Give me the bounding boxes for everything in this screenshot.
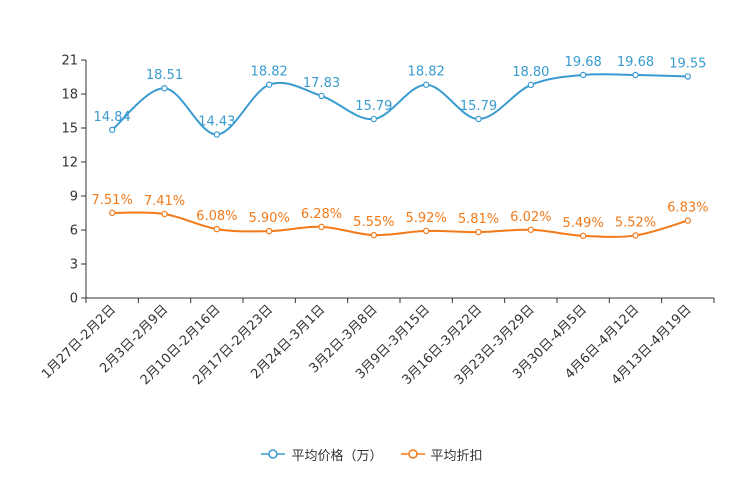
- discount-data-label: 5.90%: [249, 211, 290, 226]
- discount-data-label: 6.83%: [667, 201, 708, 216]
- discount-point[interactable]: [318, 223, 325, 231]
- y-tick-label: 0: [70, 292, 78, 307]
- price-data-label: 18.82: [408, 65, 445, 80]
- price-point[interactable]: [475, 115, 482, 123]
- discount-point[interactable]: [108, 209, 116, 217]
- y-tick-label: 12: [61, 156, 78, 171]
- discount-point[interactable]: [161, 210, 168, 218]
- price-point[interactable]: [318, 92, 325, 100]
- series-labels: 14.84 18.51 14.43 18.82 17.83 15.79 18.82 15.79…: [92, 55, 709, 231]
- y-tick-label: 3: [70, 258, 78, 273]
- discount-point[interactable]: [632, 232, 639, 239]
- price-data-label: 15.79: [460, 99, 497, 114]
- price-point[interactable]: [684, 73, 692, 80]
- legend-label-price: 平均价格（万）: [291, 448, 383, 464]
- discount-data-label: 5.52%: [615, 215, 656, 230]
- price-data-label: 18.80: [512, 65, 549, 80]
- y-tick-label: 15: [61, 122, 78, 137]
- discount-point[interactable]: [579, 232, 587, 239]
- legend: 平均价格（万） 平均折扣: [0, 444, 744, 464]
- price-data-label: 19.68: [617, 55, 654, 70]
- discount-data-label: 7.41%: [144, 194, 185, 209]
- discount-point[interactable]: [475, 228, 482, 236]
- price-data-label: 14.43: [198, 114, 235, 129]
- price-point[interactable]: [213, 131, 221, 138]
- discount-data-label: 5.55%: [353, 215, 394, 230]
- price-data-label: 18.82: [251, 65, 288, 80]
- y-tick-label: 6: [70, 224, 78, 239]
- price-point[interactable]: [527, 81, 535, 89]
- discount-line: [112, 211, 689, 238]
- legend-item-discount[interactable]: 平均折扣: [400, 444, 483, 464]
- discount-point[interactable]: [527, 226, 535, 233]
- discount-data-label: 6.28%: [301, 207, 342, 222]
- discount-data-label: 5.92%: [406, 211, 447, 226]
- y-tick-label: 9: [70, 190, 78, 205]
- discount-data-label: 7.51%: [92, 193, 133, 208]
- y-tick-label: 18: [61, 88, 78, 103]
- discount-data-label: 5.49%: [563, 216, 604, 231]
- discount-data-label: 6.08%: [196, 209, 237, 224]
- discount-point[interactable]: [684, 217, 692, 224]
- y-tick-label: 21: [61, 54, 78, 69]
- discount-data-label: 6.02%: [510, 210, 551, 225]
- legend-marker-price: [261, 449, 286, 459]
- discount-point[interactable]: [422, 227, 430, 235]
- discount-point[interactable]: [213, 225, 221, 233]
- price-point[interactable]: [108, 126, 116, 134]
- legend-label-discount: 平均折扣: [430, 448, 483, 464]
- price-data-label: 15.79: [355, 99, 392, 114]
- price-point[interactable]: [265, 81, 273, 88]
- series-points: [108, 71, 692, 239]
- price-point[interactable]: [161, 85, 168, 92]
- discount-point[interactable]: [265, 227, 273, 235]
- discount-data-label: 5.81%: [458, 212, 499, 227]
- price-point[interactable]: [632, 71, 639, 79]
- price-data-label: 18.51: [146, 68, 183, 83]
- price-point[interactable]: [370, 115, 378, 123]
- price-data-label: 19.55: [669, 56, 706, 71]
- price-point[interactable]: [422, 81, 430, 88]
- legend-item-price[interactable]: 平均价格（万）: [261, 444, 383, 464]
- price-data-label: 14.84: [94, 110, 131, 125]
- price-point[interactable]: [579, 71, 587, 79]
- legend-marker-discount: [400, 449, 425, 459]
- price-data-label: 17.83: [303, 76, 340, 91]
- price-data-label: 19.68: [565, 55, 602, 70]
- discount-point[interactable]: [370, 231, 378, 239]
